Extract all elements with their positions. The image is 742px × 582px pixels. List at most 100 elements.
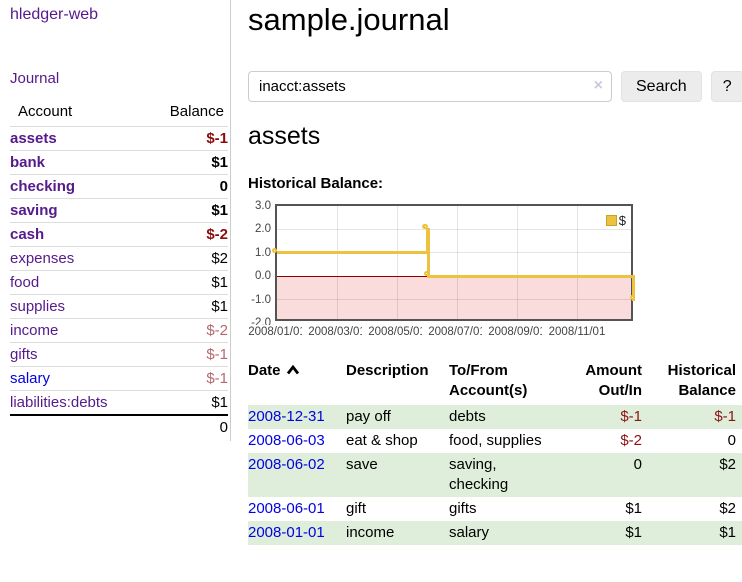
account-link-checking[interactable]: checking [10,178,76,195]
description-column-header: Description [346,362,429,379]
account-row: assets $-1 [10,126,228,151]
register-row: 2008-06-02 save saving, checking 0 $2 [248,453,742,497]
account-row: cash $-2 [10,222,228,247]
register-description: income [346,524,395,541]
account-balance: $1 [139,390,228,415]
register-date-cell: 2008-12-31 [248,405,346,429]
register-amount: 0 [633,456,642,473]
transaction-date-link[interactable]: 2008-01-01 [248,524,325,541]
register-amount: $-2 [620,432,642,449]
account-link-food[interactable]: food [10,274,40,291]
x-axis-tick-label: 2008/09/01 [482,325,552,339]
series-segment [277,251,427,255]
account-cell: liabilities:debts [10,390,140,415]
account-cell: expenses [10,246,140,271]
app-title-link[interactable]: hledger-web [10,6,99,23]
register-date-cell: 2008-06-03 [248,429,346,453]
data-point-marker [272,247,277,253]
page-title: sample.journal [248,2,450,37]
register-accounts: gifts [449,500,477,517]
register-balance: $1 [719,524,736,541]
account-balance: $1 [139,150,228,175]
transaction-date-link[interactable]: 2008-12-31 [248,408,325,425]
account-balance: $-1 [139,126,228,151]
account-link-bank[interactable]: bank [10,154,46,171]
register-row: 2008-12-31 pay off debts $-1 $-1 [248,405,742,429]
account-link-assets[interactable]: assets [10,130,57,147]
register-date-cell: 2008-01-01 [248,521,346,545]
account-balance: $-2 [139,318,228,343]
account-cell: food [10,270,140,295]
transaction-date-link[interactable]: 2008-06-03 [248,432,325,449]
data-point-marker [422,224,428,230]
register-accounts: saving, checking [449,456,509,493]
y-axis-tick-label: 2.0 [255,223,271,236]
y-axis-tick-label: 0.0 [255,270,271,283]
y-axis-tick-label: 1.0 [255,246,271,259]
accounts-table: Account Balance assets $-1 bank $1 checking 0… [10,100,228,439]
series-segment [425,227,429,255]
accounts-column-header: To/From Account(s) [449,362,528,399]
account-row: bank $1 [10,150,228,175]
register-table: Date Description To/From Account(s) Amou… [248,359,742,545]
x-axis-tick-label: 2008/01/01 [242,325,312,339]
account-row: checking 0 [10,174,228,199]
vertical-gridline [456,206,458,319]
account-cell: cash [10,222,140,247]
account-link-saving[interactable]: saving [10,202,58,219]
series-segment [632,274,635,302]
register-description: pay off [346,408,391,425]
register-description: eat & shop [346,432,418,449]
account-link-salary[interactable]: salary [10,370,51,387]
date-column-header[interactable]: Date [248,359,346,405]
search-input-wrap: × [248,71,612,102]
legend-label: $ [618,213,626,228]
register-row: 2008-06-03 eat & shop food, supplies $-2 0 [248,429,742,453]
account-cell: saving [10,198,140,223]
account-row: salary $-1 [10,366,228,391]
account-row: supplies $1 [10,294,228,319]
register-date-cell: 2008-06-02 [248,453,346,497]
account-cell: salary [10,366,140,391]
chart-title: Historical Balance: [248,175,384,192]
account-link-supplies[interactable]: supplies [10,298,66,315]
y-axis-tick-label: 3.0 [255,200,271,212]
register-balance: 0 [727,432,736,449]
register-amount: $1 [625,524,642,541]
account-cell: bank [10,150,140,175]
register-accounts: food, supplies [449,432,542,449]
search-button[interactable]: Search [621,71,702,102]
clear-search-icon[interactable]: × [593,77,603,94]
horizontal-gridline [277,252,631,254]
search-input[interactable] [248,71,612,102]
account-link-income[interactable]: income [10,322,59,339]
account-row: gifts $-1 [10,342,228,367]
total-balance: 0 [139,414,228,439]
register-description: gift [346,500,367,517]
search-bar: × Search ? [248,71,742,102]
balance-column-header: Balance [169,103,224,120]
data-point-marker [423,271,429,277]
negative-region [277,276,631,319]
register-balance: $2 [719,500,736,517]
account-heading: assets [248,122,321,150]
help-button[interactable]: ? [710,71,742,102]
data-point-marker [630,294,635,300]
transaction-date-link[interactable]: 2008-06-01 [248,500,325,517]
account-balance: 0 [139,174,228,199]
series-segment [427,227,431,278]
account-link-liabilities:debts[interactable]: liabilities:debts [10,394,108,411]
account-link-expenses[interactable]: expenses [10,250,75,267]
account-link-gifts[interactable]: gifts [10,346,38,363]
nav-journal-link[interactable]: Journal [10,70,60,87]
register-accounts: salary [449,524,490,541]
total-row: 0 [10,414,228,439]
x-axis-tick-label: 2008/03/01 [302,325,372,339]
transaction-date-link[interactable]: 2008-06-02 [248,456,325,473]
account-row: liabilities:debts $1 [10,390,228,415]
series-segment [428,274,635,278]
account-row: expenses $2 [10,246,228,271]
account-link-cash[interactable]: cash [10,226,45,243]
sort-ascending-icon [286,364,299,375]
account-balance: $1 [139,198,228,223]
